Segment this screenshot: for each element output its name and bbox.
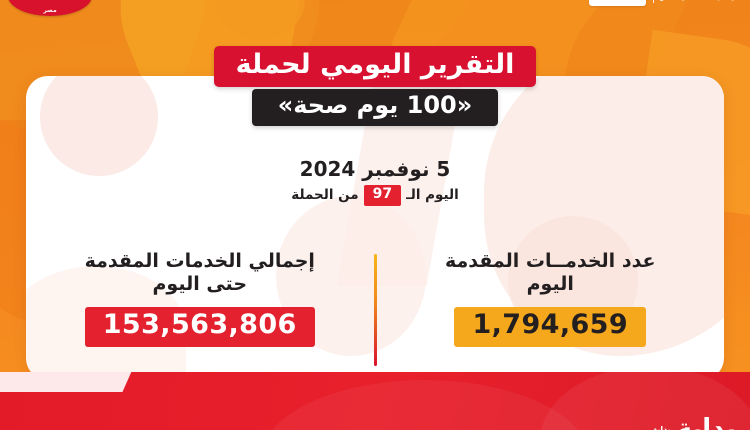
stat-today-value: 1,794,659 [454, 307, 647, 347]
headline-secondary: «100 يوم صحة» [251, 89, 499, 126]
date-block: 5 نوفمبر 2024 اليوم الـ 97 من الحملة [0, 158, 750, 206]
footer-logo-word: بداية [652, 425, 671, 430]
day-number-badge: 97 [363, 185, 402, 206]
footer-brand: بداية بداية [652, 414, 737, 430]
ministry-logo-label: مصر [43, 7, 57, 14]
day-suffix-label: من الحملة [291, 187, 359, 204]
headline-block: التقرير اليومي لحملة «100 يوم صحة» [0, 46, 750, 126]
footer-arc-1 [260, 380, 590, 430]
header-shape-7 [215, 0, 305, 40]
brand-separator [652, 0, 654, 3]
day-prefix-label: اليوم الـ [406, 187, 459, 204]
stats-row: عدد الخدمــات المقدمة اليوم 1,794,659 إج… [26, 250, 724, 370]
campaign-tagline: في كل مكان في مصر [661, 0, 742, 1]
stat-today-label: عدد الخدمــات المقدمة اليوم [444, 250, 656, 296]
footer-wedge [0, 372, 138, 392]
headline-primary: التقرير اليومي لحملة [213, 46, 537, 88]
stat-total: إجمالي الخدمات المقدمة حتى اليوم 153,563… [26, 250, 374, 347]
campaign-logo: صحــة [588, 0, 646, 6]
campaign-day-line: اليوم الـ 97 من الحملة [0, 185, 750, 206]
stat-total-value: 153,563,806 [84, 307, 315, 347]
footer-band: بداية بداية [0, 372, 750, 430]
stats-divider [373, 254, 377, 366]
ministry-logo: مصر [8, 0, 92, 16]
stat-total-label: إجمالي الخدمات المقدمة حتى اليوم [84, 250, 315, 296]
stat-today: عدد الخدمــات المقدمة اليوم 1,794,659 [377, 250, 725, 347]
campaign-brand: في كل مكان في مصر صحــة [588, 0, 742, 6]
footer-logo-mark: بداية [676, 414, 737, 430]
report-date: 5 نوفمبر 2024 [299, 157, 451, 181]
